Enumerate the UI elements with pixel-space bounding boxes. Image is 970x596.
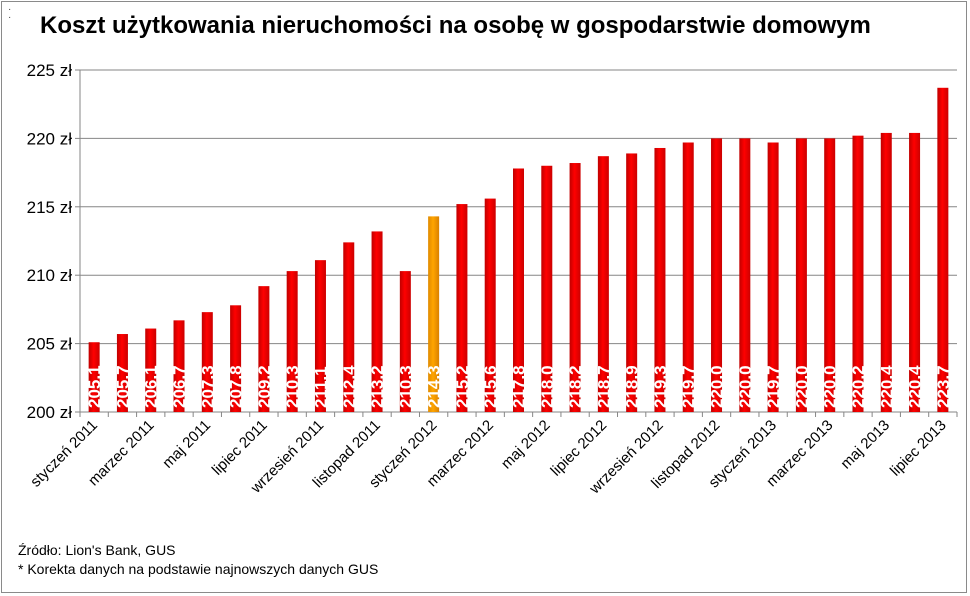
bar-value-label: 220,4 <box>877 365 896 408</box>
bar-value-label: 220,2 <box>849 365 868 408</box>
bar <box>711 138 723 412</box>
bar-value-label: 219,7 <box>764 365 783 408</box>
bar-value-label: 207,3 <box>198 365 217 408</box>
bar-value-label: 214,3 <box>425 365 444 408</box>
x-tick-label: lipiec 2013 <box>887 417 950 480</box>
bar <box>371 231 383 412</box>
bar <box>88 342 100 412</box>
bar-value-label: 207,8 <box>227 365 246 408</box>
bar <box>173 320 185 412</box>
bar <box>541 165 553 412</box>
chart-title: Koszt użytkowania nieruchomości na osobę… <box>40 12 871 39</box>
bar-value-label: 220,0 <box>821 365 840 408</box>
bar <box>824 138 836 412</box>
bar <box>513 168 524 412</box>
decorative-dots: · · <box>8 4 12 23</box>
bar-value-label: 217,8 <box>510 365 529 408</box>
bar <box>597 156 609 412</box>
y-tick-label: 225 zł <box>27 61 73 80</box>
bar-value-label: 218,7 <box>594 365 613 408</box>
bar-value-label: 205,1 <box>85 365 104 408</box>
bar <box>852 135 864 412</box>
bar-value-label: 205,7 <box>113 365 132 408</box>
bar <box>428 216 440 412</box>
bar-value-label: 218,0 <box>538 365 557 408</box>
bar-value-label: 218,2 <box>566 365 585 408</box>
bar <box>739 138 751 412</box>
bar <box>456 204 468 412</box>
bar-value-label: 210,3 <box>396 365 415 408</box>
bar <box>795 138 807 412</box>
bar <box>145 328 157 412</box>
y-tick-label: 210 zł <box>27 266 73 285</box>
bar <box>230 305 242 412</box>
bar <box>682 142 694 412</box>
bar <box>626 153 638 412</box>
bar-value-label: 206,1 <box>142 365 161 408</box>
bar <box>937 87 949 412</box>
bar <box>654 147 666 412</box>
bar-value-label: 215,2 <box>453 365 472 408</box>
bar <box>880 132 892 413</box>
bar <box>343 242 355 412</box>
bar <box>258 286 270 412</box>
bar-value-label: 215,6 <box>481 365 500 408</box>
bar-value-label: 206,7 <box>170 365 189 408</box>
y-tick-label: 215 zł <box>27 198 73 217</box>
x-tick-label: maj 2011 <box>159 417 214 472</box>
bar <box>399 271 411 412</box>
correction-note: * Korekta danych na podstawie najnowszyc… <box>18 561 379 577</box>
bar <box>116 334 128 412</box>
bar-value-label: 219,3 <box>651 365 670 408</box>
bar-value-label: 223,7 <box>934 365 953 408</box>
bar <box>569 163 581 412</box>
y-tick-label: 220 zł <box>27 129 73 148</box>
bar <box>314 260 326 412</box>
y-tick-label: 200 zł <box>27 403 73 422</box>
x-tick-label: maj 2012 <box>498 417 554 473</box>
bar-value-label: 212,4 <box>340 365 359 408</box>
bar-value-label: 220,0 <box>736 365 755 408</box>
bar-value-label: 213,2 <box>368 365 387 408</box>
bar-value-label: 211,1 <box>311 366 330 408</box>
bar <box>767 142 779 412</box>
bar-value-label: 210,3 <box>283 365 302 408</box>
bar <box>201 312 213 412</box>
bar-value-label: 218,9 <box>623 365 642 408</box>
y-tick-label: 205 zł <box>27 335 73 354</box>
bar-value-label: 220,0 <box>792 365 811 408</box>
bar-value-label: 219,7 <box>679 365 698 408</box>
source-note: Źródło: Lion's Bank, GUS <box>18 542 176 558</box>
bar <box>909 132 921 413</box>
bar <box>484 198 496 412</box>
bar-value-label: 209,2 <box>255 365 274 408</box>
bar <box>286 271 298 412</box>
x-tick-label: maj 2013 <box>837 417 893 473</box>
bar-value-label: 220,4 <box>906 365 925 408</box>
bar-value-label: 220,0 <box>708 365 727 408</box>
